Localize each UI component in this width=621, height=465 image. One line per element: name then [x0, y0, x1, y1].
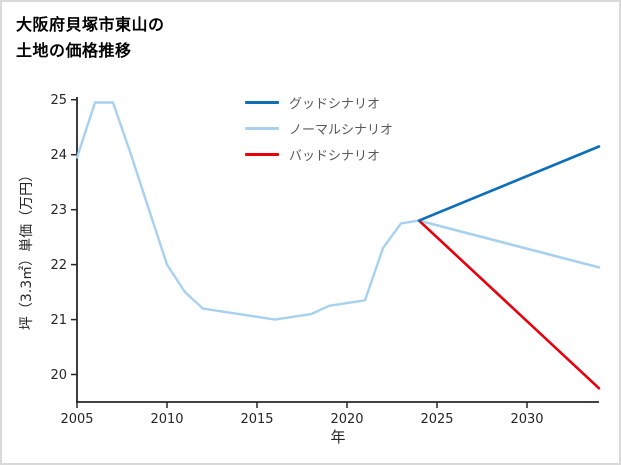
good-scenario-line [417, 145, 601, 222]
y-tick-label: 21 [50, 313, 67, 328]
chart-title: 大阪府貝塚市東山の 土地の価格推移 [16, 12, 165, 64]
y-tick-label: 22 [50, 258, 67, 273]
legend-line-swatch [245, 100, 279, 105]
x-tick-label: 2030 [510, 412, 543, 427]
normal-scenario-line [417, 219, 601, 269]
bad-scenario-line [417, 219, 601, 390]
historical-line [75, 101, 421, 321]
y-tick-label: 25 [50, 93, 67, 108]
legend-label: バッドシナリオ [289, 149, 381, 164]
chart-title-line1: 大阪府貝塚市東山の [16, 15, 165, 34]
legend-label: グッドシナリオ [289, 97, 381, 112]
chart-title-line2: 土地の価格推移 [16, 41, 132, 60]
x-tick-label: 2025 [420, 412, 453, 427]
legend-item-bad-scenario: バッドシナリオ [245, 144, 393, 165]
x-tick-label: 2020 [330, 412, 363, 427]
chart-legend: グッドシナリオ ノーマルシナリオ バッドシナリオ [245, 92, 393, 165]
legend-item-good-scenario: グッドシナリオ [245, 92, 393, 113]
legend-item-normal-scenario: ノーマルシナリオ [245, 118, 393, 139]
x-tick-label: 2005 [60, 412, 93, 427]
x-tick-label: 2015 [240, 412, 273, 427]
legend-line-swatch [245, 152, 279, 157]
x-axis-label: 年 [330, 428, 346, 446]
x-tick-label: 2010 [150, 412, 183, 427]
legend-label: ノーマルシナリオ [289, 123, 394, 138]
y-tick-label: 23 [50, 203, 67, 218]
legend-line-swatch [245, 126, 279, 131]
y-tick-label: 20 [50, 368, 67, 383]
y-axis-label: 坪（3.3㎡）単価（万円） [19, 167, 35, 331]
y-tick-label: 24 [50, 148, 67, 163]
